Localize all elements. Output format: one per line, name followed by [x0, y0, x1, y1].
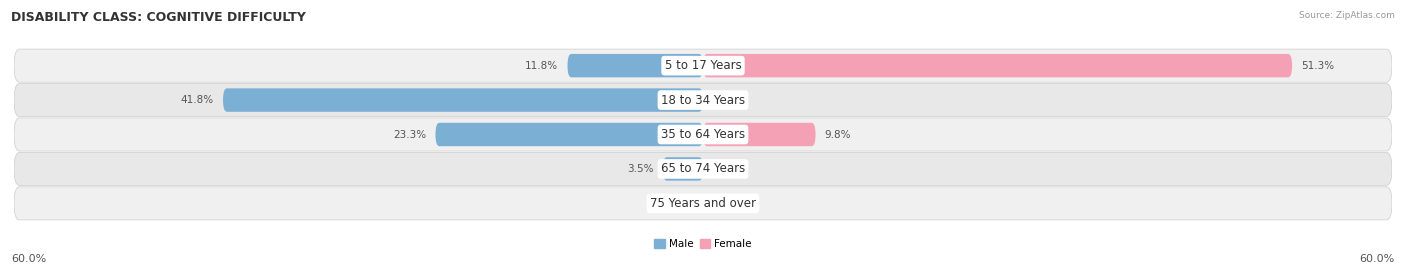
Text: 3.5%: 3.5% [627, 164, 654, 174]
Text: 5 to 17 Years: 5 to 17 Years [665, 59, 741, 72]
Text: 75 Years and over: 75 Years and over [650, 197, 756, 210]
FancyBboxPatch shape [14, 153, 1392, 185]
FancyBboxPatch shape [568, 54, 703, 77]
FancyBboxPatch shape [14, 187, 1392, 220]
Text: 0.0%: 0.0% [714, 95, 741, 105]
FancyBboxPatch shape [436, 123, 703, 146]
FancyBboxPatch shape [14, 84, 1392, 116]
FancyBboxPatch shape [662, 157, 703, 181]
Text: 18 to 34 Years: 18 to 34 Years [661, 94, 745, 107]
Text: 23.3%: 23.3% [394, 129, 426, 140]
FancyBboxPatch shape [14, 118, 1392, 151]
Text: 11.8%: 11.8% [526, 61, 558, 71]
FancyBboxPatch shape [224, 88, 703, 112]
FancyBboxPatch shape [703, 54, 1292, 77]
Text: DISABILITY CLASS: COGNITIVE DIFFICULTY: DISABILITY CLASS: COGNITIVE DIFFICULTY [11, 11, 307, 24]
Text: Source: ZipAtlas.com: Source: ZipAtlas.com [1299, 11, 1395, 20]
FancyBboxPatch shape [14, 49, 1392, 82]
FancyBboxPatch shape [703, 123, 815, 146]
Text: 9.8%: 9.8% [825, 129, 851, 140]
Text: 60.0%: 60.0% [1360, 254, 1395, 264]
Text: 65 to 74 Years: 65 to 74 Years [661, 162, 745, 175]
Text: 51.3%: 51.3% [1301, 61, 1334, 71]
Text: 0.0%: 0.0% [714, 198, 741, 208]
Legend: Male, Female: Male, Female [650, 235, 756, 253]
Text: 41.8%: 41.8% [181, 95, 214, 105]
Text: 0.0%: 0.0% [665, 198, 692, 208]
Text: 35 to 64 Years: 35 to 64 Years [661, 128, 745, 141]
Text: 60.0%: 60.0% [11, 254, 46, 264]
Text: 0.0%: 0.0% [714, 164, 741, 174]
